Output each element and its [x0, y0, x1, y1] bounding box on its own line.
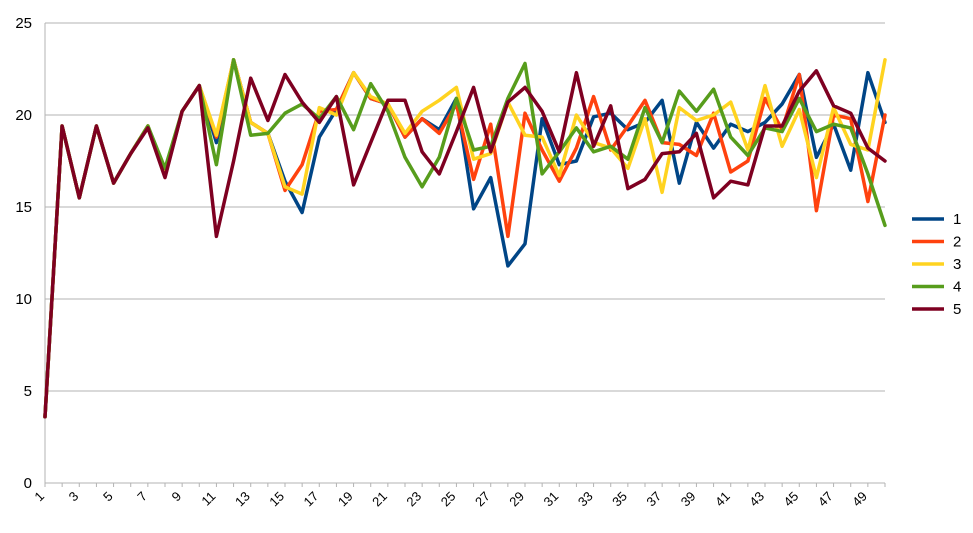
x-tick-label: 23 [403, 489, 424, 510]
x-tick-label: 7 [134, 489, 150, 505]
y-tick-label: 5 [24, 383, 32, 400]
x-tick-label: 13 [232, 489, 253, 510]
y-tick-label: 20 [15, 107, 32, 124]
x-tick-label: 47 [815, 489, 836, 510]
x-tick-label: 5 [100, 489, 116, 505]
y-tick-label: 10 [15, 291, 32, 308]
x-tick-label: 9 [169, 489, 185, 505]
legend-label-2: 2 [953, 234, 961, 251]
x-tick-label: 17 [301, 489, 322, 510]
x-tick-label: 45 [781, 489, 802, 510]
y-tick-label: 0 [24, 475, 32, 492]
x-tick-label: 35 [609, 489, 630, 510]
x-tick-label: 19 [335, 489, 356, 510]
legend-label-4: 4 [953, 279, 961, 296]
gridlines [45, 22, 885, 484]
y-tick-label: 25 [15, 15, 32, 32]
x-tick-label: 33 [575, 489, 596, 510]
legend: 1 2 3 4 5 [912, 211, 961, 318]
series-lines [43, 58, 887, 419]
x-tick-label: 25 [438, 489, 459, 510]
legend-label-1: 1 [953, 211, 961, 228]
x-tick-label: 1 [31, 489, 47, 505]
x-tick-label: 27 [472, 489, 493, 510]
x-tick-label: 31 [541, 489, 562, 510]
x-tick-label: 15 [266, 489, 287, 510]
x-tick-label: 29 [506, 489, 527, 510]
x-tick-label: 37 [643, 489, 664, 510]
legend-label-3: 3 [953, 256, 961, 273]
legend-label-5: 5 [953, 301, 961, 318]
x-tick-label: 43 [746, 489, 767, 510]
y-tick-label: 15 [15, 199, 32, 216]
x-tick-label: 21 [369, 489, 390, 510]
x-tick-label: 49 [849, 489, 870, 510]
x-tick-label: 41 [712, 489, 733, 510]
x-tick-label: 39 [678, 489, 699, 510]
x-tick-label: 3 [66, 489, 82, 505]
series-line-5 [43, 69, 887, 419]
x-tick-label: 11 [198, 489, 218, 509]
